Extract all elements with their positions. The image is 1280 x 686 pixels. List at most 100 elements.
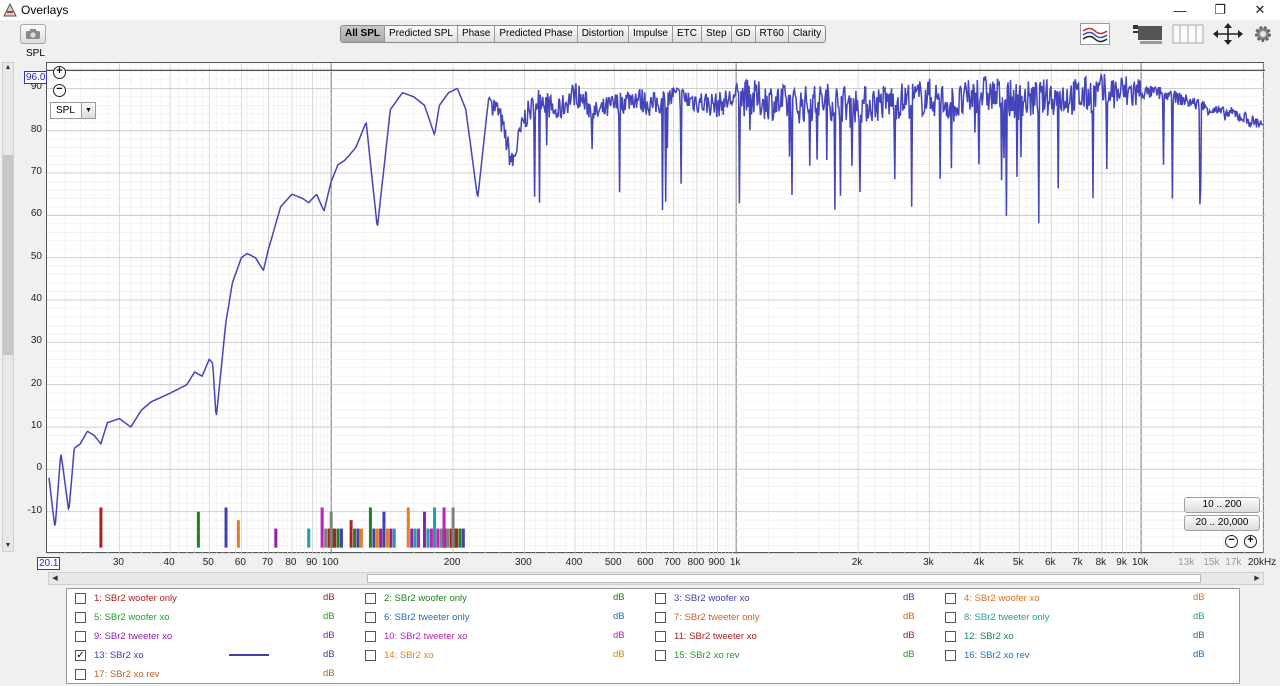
trace-unit-label[interactable]: dB	[613, 592, 625, 603]
legend-item[interactable]: 11: SBr2 tweeter xo	[655, 628, 757, 644]
x-tick-label: 10k	[1132, 557, 1149, 568]
tab-step[interactable]: Step	[702, 26, 732, 42]
trace-unit-label[interactable]: dB	[613, 611, 625, 622]
tab-phase[interactable]: Phase	[458, 26, 496, 42]
trace-unit-label[interactable]: dB	[1193, 630, 1205, 641]
legend-item[interactable]: 17: SBr2 xo rev	[75, 666, 159, 682]
x-zoom-in-icon[interactable]: +	[1244, 535, 1257, 548]
trace-checkbox[interactable]	[945, 592, 956, 604]
legend-item[interactable]: ✓ 13: SBr2 xo	[75, 647, 144, 663]
trace-checkbox[interactable]	[655, 630, 666, 642]
legend-item[interactable]: 5: SBr2 woofer xo	[75, 609, 170, 625]
legend-item[interactable]: 10: SBr2 tweeter xo	[365, 628, 467, 644]
trace-unit-label[interactable]: dB	[1193, 611, 1205, 622]
y-tick-label: 50	[30, 250, 42, 262]
y-tick-label: 90	[30, 81, 42, 93]
trace-checkbox[interactable]	[945, 649, 956, 661]
minimize-button[interactable]: —	[1173, 2, 1187, 18]
legend-item[interactable]: 14: SBr2 xo	[365, 647, 434, 663]
trace-unit-label[interactable]: dB	[903, 611, 915, 622]
legend-item[interactable]: 9: SBr2 tweeter xo	[75, 628, 172, 644]
restore-button[interactable]: ❐	[1214, 2, 1226, 17]
legend-item[interactable]: 16: SBr2 xo rev	[945, 647, 1029, 663]
trace-unit-label[interactable]: dB	[323, 649, 335, 660]
legend-item[interactable]: 12: SBr2 xo	[945, 628, 1014, 644]
trace-unit-label[interactable]: dB	[613, 649, 625, 660]
legend-item[interactable]: 15: SBr2 xo rev	[655, 647, 739, 663]
tab-clarity[interactable]: Clarity	[792, 28, 822, 39]
trace-unit-label[interactable]: dB	[323, 592, 335, 603]
trace-checkbox[interactable]: ✓	[75, 649, 86, 661]
x-zoom-out-icon[interactable]: −	[1225, 535, 1238, 548]
trace-label: 2: SBr2 woofer only	[384, 592, 467, 604]
trace-checkbox[interactable]	[75, 611, 86, 623]
y-axis-select[interactable]: SPL ▼	[50, 102, 96, 119]
tab-predicted-spl[interactable]: Predicted SPL	[385, 26, 458, 42]
scroll-right-icon[interactable]: ▶	[1254, 575, 1260, 582]
range-20-20000-button[interactable]: 20 .. 20,000	[1184, 515, 1260, 531]
x-tick-label: 9k	[1116, 557, 1127, 568]
trace-unit-label[interactable]: dB	[903, 649, 915, 660]
tab-rt60[interactable]: RT60	[756, 26, 789, 42]
trace-checkbox[interactable]	[75, 630, 86, 642]
tab-all-spl[interactable]: All SPL	[341, 26, 386, 42]
y-tick-label: 70	[30, 166, 42, 178]
overlay-traces-button[interactable]	[1080, 22, 1110, 46]
zoom-in-icon[interactable]: +	[53, 66, 66, 79]
trace-checkbox[interactable]	[945, 630, 956, 642]
trace-unit-label[interactable]: dB	[323, 630, 335, 641]
y-axis-select-value: SPL	[56, 105, 75, 116]
controls-panel-toggle[interactable]	[1132, 22, 1164, 46]
trace-unit-label[interactable]: dB	[323, 668, 335, 679]
trace-unit-label[interactable]: dB	[1193, 592, 1205, 603]
tab-gd[interactable]: GD	[732, 26, 756, 42]
trace-checkbox[interactable]	[655, 611, 666, 623]
y-top-value[interactable]: 96.0	[24, 71, 48, 84]
tab-predicted-phase[interactable]: Predicted Phase	[495, 26, 578, 42]
scroll-down-icon[interactable]: ▼	[4, 542, 12, 549]
spl-chart-svg	[47, 63, 1265, 554]
trace-unit-label[interactable]: dB	[903, 630, 915, 641]
trace-unit-label[interactable]: dB	[1193, 649, 1205, 660]
trace-checkbox[interactable]	[365, 649, 376, 661]
spl-plot-area[interactable]	[46, 62, 1265, 554]
trace-checkbox[interactable]	[945, 611, 956, 623]
legend-item[interactable]: 6: SBr2 tweeter only	[365, 609, 470, 625]
trace-unit-label[interactable]: dB	[903, 592, 915, 603]
legend-item[interactable]: 3: SBr2 woofer xo	[655, 590, 750, 606]
scroll-left-icon[interactable]: ◀	[52, 575, 58, 582]
overlay-traces-icon	[1080, 23, 1110, 45]
settings-button[interactable]	[1252, 22, 1274, 46]
legend-item[interactable]: 2: SBr2 woofer only	[365, 590, 467, 606]
trace-checkbox[interactable]	[75, 592, 86, 604]
trace-checkbox[interactable]	[655, 592, 666, 604]
trace-checkbox[interactable]	[365, 592, 376, 604]
trace-checkbox[interactable]	[365, 611, 376, 623]
x-tick-label: 300	[515, 557, 532, 568]
pan-zoom-button[interactable]	[1212, 22, 1244, 46]
legend-item[interactable]: 8: SBr2 tweeter only	[945, 609, 1050, 625]
legend-item[interactable]: 4: SBr2 woofer xo	[945, 590, 1040, 606]
horizontal-scroll-thumb[interactable]	[367, 574, 1201, 583]
vertical-scroll-thumb[interactable]	[3, 155, 13, 355]
trace-checkbox[interactable]	[75, 668, 86, 680]
close-button[interactable]: ✕	[1254, 2, 1266, 17]
tab-etc[interactable]: ETC	[673, 26, 702, 42]
legend-item[interactable]: 7: SBr2 tweeter only	[655, 609, 760, 625]
tab-distortion[interactable]: Distortion	[578, 26, 629, 42]
range-10-200-button[interactable]: 10 .. 200	[1184, 497, 1260, 513]
scroll-up-icon[interactable]: ▲	[4, 64, 12, 71]
trace-checkbox[interactable]	[365, 630, 376, 642]
impulse-marker-bar	[458, 528, 462, 548]
zoom-out-icon[interactable]: −	[53, 84, 66, 97]
x-left-value[interactable]: 20.1	[37, 557, 61, 570]
vertical-scrollbar[interactable]: ▲ ▼	[2, 62, 14, 552]
tile-view-button[interactable]	[1172, 22, 1204, 46]
trace-checkbox[interactable]	[655, 649, 666, 661]
horizontal-scrollbar[interactable]: ◀ ▶	[48, 572, 1264, 585]
legend-item[interactable]: 1: SBr2 woofer only	[75, 590, 177, 606]
trace-unit-label[interactable]: dB	[613, 630, 625, 641]
tab-impulse[interactable]: Impulse	[629, 26, 673, 42]
capture-graph-button[interactable]	[20, 24, 46, 44]
trace-unit-label[interactable]: dB	[323, 611, 335, 622]
